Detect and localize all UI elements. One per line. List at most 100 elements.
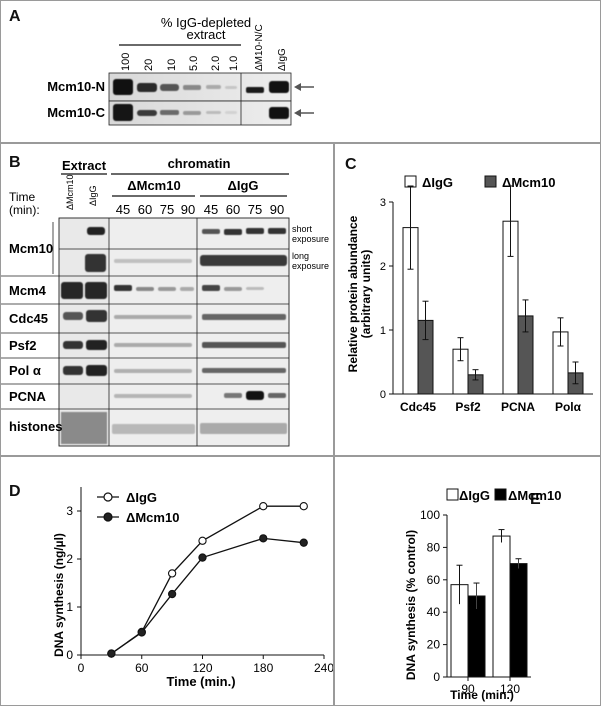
- panel-a-arrow-n: [294, 83, 314, 91]
- panel-b-extract-label: Extract: [62, 158, 107, 173]
- legend-e-igg-swatch: [446, 488, 459, 501]
- panel-d: D DNA synthesis (ng/µl) Time (min.) ΔIgG…: [0, 456, 334, 706]
- panel-a: A % IgG-depleted extract 100 20 10 5.0 2.0 1.…: [0, 0, 601, 143]
- band-b-mcm10l-igg-lanes: [200, 255, 287, 266]
- band-b-psf2-ext-1: [63, 341, 83, 349]
- panel-b-time-label: 45: [116, 202, 130, 217]
- band-b-psf2-m-lanes: [114, 343, 192, 347]
- band-b-mcm4-ext-1: [61, 282, 83, 299]
- band-b-pcna-i-90: [268, 393, 286, 398]
- axis-c-category-label: Polα: [555, 400, 582, 414]
- panel-b-letter: B: [9, 154, 21, 171]
- band-b-mcm4-i-45: [202, 285, 220, 291]
- point-d: [299, 538, 308, 547]
- panel-a-lane-label: 10: [166, 59, 178, 71]
- point-d: [299, 502, 308, 511]
- band-b-pcna-i-60: [224, 393, 242, 398]
- legend-e-mcm10-swatch: [494, 488, 507, 501]
- point-d: [259, 502, 268, 511]
- axis-e-ytick-label: 20: [427, 638, 441, 652]
- panel-a-figure: % IgG-depleted extract 100 20 10 5.0 2.0 1.0 Δ…: [47, 15, 314, 126]
- panel-b-group-mcm10: ΔMcm10: [127, 178, 180, 193]
- band-a-n-5: [183, 85, 201, 90]
- panel-b-time-labels: 45 60 75 90 45 60 75 90: [116, 202, 284, 217]
- axis-e-ytick-label: 80: [427, 540, 441, 554]
- panel-a-arrow-c: [294, 109, 314, 117]
- band-a-c-1: [225, 111, 237, 114]
- band-b-mcm10s-igg-90: [268, 228, 286, 234]
- band-b-cdc45-ext-2: [86, 310, 107, 322]
- panel-b-row-pola: Pol α: [9, 363, 41, 378]
- axis-e-ytick-label: 100: [420, 508, 440, 522]
- band-b-pcna-m-lanes: [114, 394, 192, 398]
- panel-b-time-label: 45: [204, 202, 218, 217]
- panel-b-long-exposure-2: exposure: [292, 261, 329, 271]
- panel-a-lane-label: ΔM10-N/C: [254, 24, 265, 71]
- band-b-histones-m: [112, 424, 195, 434]
- legend-d-igg-label: ΔIgG: [126, 490, 157, 505]
- axis-d-xtick-label: 0: [78, 661, 85, 675]
- panel-e-chart: ΔIgG ΔMcm10 DNA synthesis (% control) Ti…: [404, 488, 561, 702]
- panel-a-letter: A: [9, 8, 21, 25]
- axis-c-ylabel-line1: Relative protein abundance: [346, 215, 360, 372]
- axis-d-ytick-label: 3: [66, 504, 73, 518]
- panel-a-lane-labels: 100 20 10 5.0 2.0 1.0 ΔM10-N/C ΔIgG: [120, 24, 288, 71]
- panel-b-time-label-2: (min):: [9, 203, 40, 217]
- legend-c-mcm10-swatch: [484, 175, 497, 188]
- axis-c-ytick-label: 0: [380, 389, 386, 401]
- band-b-pola-i-lanes: [202, 368, 286, 373]
- axis-e-category-label: 90: [461, 682, 475, 696]
- band-a-n-igg: [269, 81, 289, 93]
- band-a-n-100: [113, 79, 133, 95]
- band-a-c-igg: [269, 107, 289, 119]
- axis-c-category-label: Psf2: [455, 400, 481, 414]
- panel-e-letter: E: [530, 491, 541, 508]
- band-b-histones-ext: [61, 412, 107, 444]
- panel-c-chart: ΔIgG ΔMcm10 Relative protein abundance (…: [346, 175, 593, 414]
- panel-b-time-label: 75: [248, 202, 262, 217]
- axis-e-ytick-label: 40: [427, 605, 441, 619]
- axis-c-ytick-label: 2: [380, 261, 386, 273]
- band-b-psf2-i-lanes: [202, 342, 286, 348]
- blot-a-bands: [113, 79, 289, 121]
- panel-b-row-pcna: PCNA: [9, 389, 46, 404]
- blot-b-chromatin-area: [109, 218, 289, 446]
- point-d: [167, 569, 177, 578]
- panel-b-chromatin-label: chromatin: [168, 156, 231, 171]
- band-b-psf2-ext-2: [86, 340, 107, 350]
- panel-b-group-igg: ΔIgG: [227, 178, 258, 193]
- legend-c-igg-swatch: [404, 175, 417, 188]
- band-b-mcm10s-igg-45: [202, 229, 220, 234]
- point-d: [198, 536, 207, 545]
- axis-d-ytick-label: 0: [66, 648, 73, 662]
- band-b-cdc45-m-lanes: [114, 315, 192, 319]
- band-b-mcm10s-igg-ext: [87, 227, 105, 235]
- axis-d-xtick-label: 180: [253, 661, 273, 675]
- axis-c-category-label: PCNA: [501, 400, 535, 414]
- legend-d-igg-marker: [103, 492, 113, 502]
- axis-d-ytick-label: 1: [66, 600, 73, 614]
- point-d: [107, 649, 116, 658]
- band-a-c-100: [113, 104, 133, 121]
- band-a-c-20: [137, 110, 157, 116]
- band-b-pola-m-lanes: [114, 369, 192, 373]
- point-d: [198, 553, 207, 562]
- panel-b-time-label: 75: [160, 202, 174, 217]
- panel-a-lane-label: 20: [143, 59, 155, 71]
- panel-a-lane-label: 100: [120, 53, 132, 71]
- panel-a-row-mcm10-c: Mcm10-C: [47, 105, 105, 120]
- blot-b-extract-area: [59, 218, 109, 446]
- panel-b-row-mcm4: Mcm4: [9, 283, 47, 298]
- panel-a-lane-label: 5.0: [188, 56, 200, 71]
- band-b-mcm4-m-60: [136, 287, 154, 291]
- band-b-mcm4-i-60: [224, 287, 242, 291]
- panel-b-row-mcm10: Mcm10: [9, 241, 53, 256]
- band-a-n-2: [206, 85, 221, 89]
- axis-e-ylabel: DNA synthesis (% control): [404, 530, 418, 680]
- axis-e-category-label: 120: [500, 682, 520, 696]
- point-d: [167, 589, 177, 599]
- panel-b-short-exposure-1: short: [292, 224, 313, 234]
- axis-c-ytick-label: 1: [380, 325, 386, 337]
- blot-b-row-dividers: [1, 248, 289, 410]
- panel-b-row-histones: histones: [9, 419, 62, 434]
